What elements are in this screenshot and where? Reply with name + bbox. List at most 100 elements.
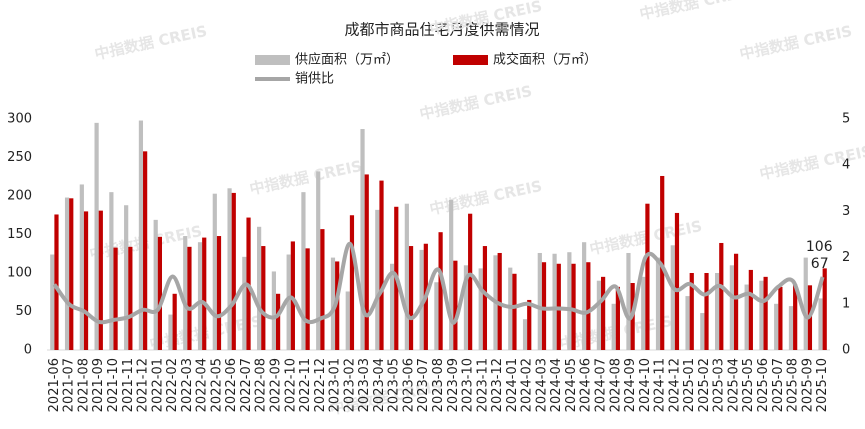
y-tick-label: 300 xyxy=(7,112,32,127)
y2-tick-label: 5 xyxy=(842,112,850,127)
bar xyxy=(449,199,454,350)
bar xyxy=(571,263,576,350)
x-tick-label: 2021-06 xyxy=(47,358,62,412)
bar xyxy=(700,313,705,350)
x-tick-label: 2024-12 xyxy=(667,358,682,412)
bar xyxy=(674,212,680,350)
x-tick-label: 2023-07 xyxy=(416,358,431,412)
x-tick-label: 2023-09 xyxy=(446,358,461,412)
bar xyxy=(197,242,203,350)
bar xyxy=(453,260,458,350)
chart-title: 成都市商品住宅月度供需情况 xyxy=(344,21,539,39)
bar xyxy=(271,271,276,350)
bar xyxy=(183,236,188,350)
bar xyxy=(231,192,236,350)
bar xyxy=(290,241,295,350)
bar xyxy=(301,192,306,350)
x-tick-label: 2024-04 xyxy=(549,358,564,412)
bar xyxy=(822,268,827,350)
x-tick-label: 2023-05 xyxy=(387,358,402,412)
bar xyxy=(655,257,661,350)
watermark: 中指数据 CREIS xyxy=(738,22,854,63)
watermark: 中指数据 CREIS xyxy=(638,0,754,23)
x-tick-label: 2023-01 xyxy=(328,358,343,412)
bar xyxy=(98,210,103,350)
x-tick-label: 2022-07 xyxy=(239,358,254,412)
bar xyxy=(157,236,163,350)
x-tick-label: 2023-02 xyxy=(342,358,357,412)
bar xyxy=(601,276,606,350)
x-tick-label: 2022-01 xyxy=(150,358,165,412)
bar xyxy=(212,193,217,350)
bar xyxy=(404,203,409,350)
x-tick-label: 2022-09 xyxy=(268,358,283,412)
bar xyxy=(704,273,709,350)
x-tick-label: 2025-01 xyxy=(682,358,697,412)
bar xyxy=(537,252,542,350)
bar xyxy=(596,280,602,350)
bar xyxy=(714,273,720,350)
legend-label: 供应面积（万㎡） xyxy=(295,52,399,68)
x-tick-label: 2025-08 xyxy=(786,358,801,412)
bar xyxy=(128,246,133,350)
x-tick-label: 2023-10 xyxy=(461,358,476,412)
x-tick-label: 2021-09 xyxy=(91,358,106,412)
watermark: 中指数据 CREIS xyxy=(418,82,534,123)
bar xyxy=(305,248,310,350)
y2-tick-label: 2 xyxy=(842,250,850,265)
line-series xyxy=(52,241,825,325)
bar xyxy=(202,237,207,350)
x-tick-label: 2022-06 xyxy=(224,358,239,412)
bar xyxy=(468,213,473,350)
bar xyxy=(759,280,764,350)
bar xyxy=(567,252,572,350)
bar xyxy=(50,254,55,350)
bar xyxy=(778,286,783,350)
bar xyxy=(527,299,532,350)
bar xyxy=(261,246,266,350)
bar xyxy=(689,273,694,350)
bar xyxy=(626,252,631,350)
bar xyxy=(733,253,739,350)
bar xyxy=(803,257,808,350)
bar xyxy=(360,129,365,350)
bar xyxy=(330,257,336,350)
bar xyxy=(216,236,222,350)
bar xyxy=(522,319,528,350)
y2-tick-label: 0 xyxy=(842,343,850,358)
bar xyxy=(793,284,798,350)
bar xyxy=(153,219,158,350)
bar xyxy=(615,286,620,350)
x-tick-label: 2022-11 xyxy=(298,358,313,412)
x-tick-label: 2024-10 xyxy=(638,358,653,412)
bar xyxy=(227,188,232,350)
bar xyxy=(482,246,488,350)
x-tick-label: 2023-08 xyxy=(431,358,446,412)
bar xyxy=(379,180,384,350)
bar xyxy=(763,276,768,350)
x-tick-label: 2024-11 xyxy=(653,358,668,412)
x-tick-label: 2025-06 xyxy=(756,358,771,412)
x-tick-label: 2025-07 xyxy=(771,358,786,412)
bar xyxy=(582,242,587,350)
x-tick-label: 2024-05 xyxy=(564,358,579,412)
x-tick-label: 2023-03 xyxy=(357,358,372,412)
y-tick-label: 250 xyxy=(7,150,32,165)
legend-label: 成交面积（万㎡） xyxy=(493,52,597,68)
bar xyxy=(168,314,173,350)
bar xyxy=(419,249,424,350)
bar xyxy=(438,232,443,350)
x-tick-label: 2022-08 xyxy=(254,358,269,412)
watermark: 中指数据 CREIS xyxy=(428,177,544,218)
x-tick-label: 2023-12 xyxy=(490,358,505,412)
bar xyxy=(275,293,281,350)
bar xyxy=(83,211,89,350)
bar xyxy=(345,291,350,350)
bar xyxy=(64,197,70,350)
x-tick-label: 2022-05 xyxy=(209,358,224,412)
bar xyxy=(69,198,74,350)
x-tick-label: 2024-02 xyxy=(520,358,535,412)
bar xyxy=(744,284,749,350)
bar xyxy=(434,282,439,350)
bar xyxy=(94,122,99,350)
